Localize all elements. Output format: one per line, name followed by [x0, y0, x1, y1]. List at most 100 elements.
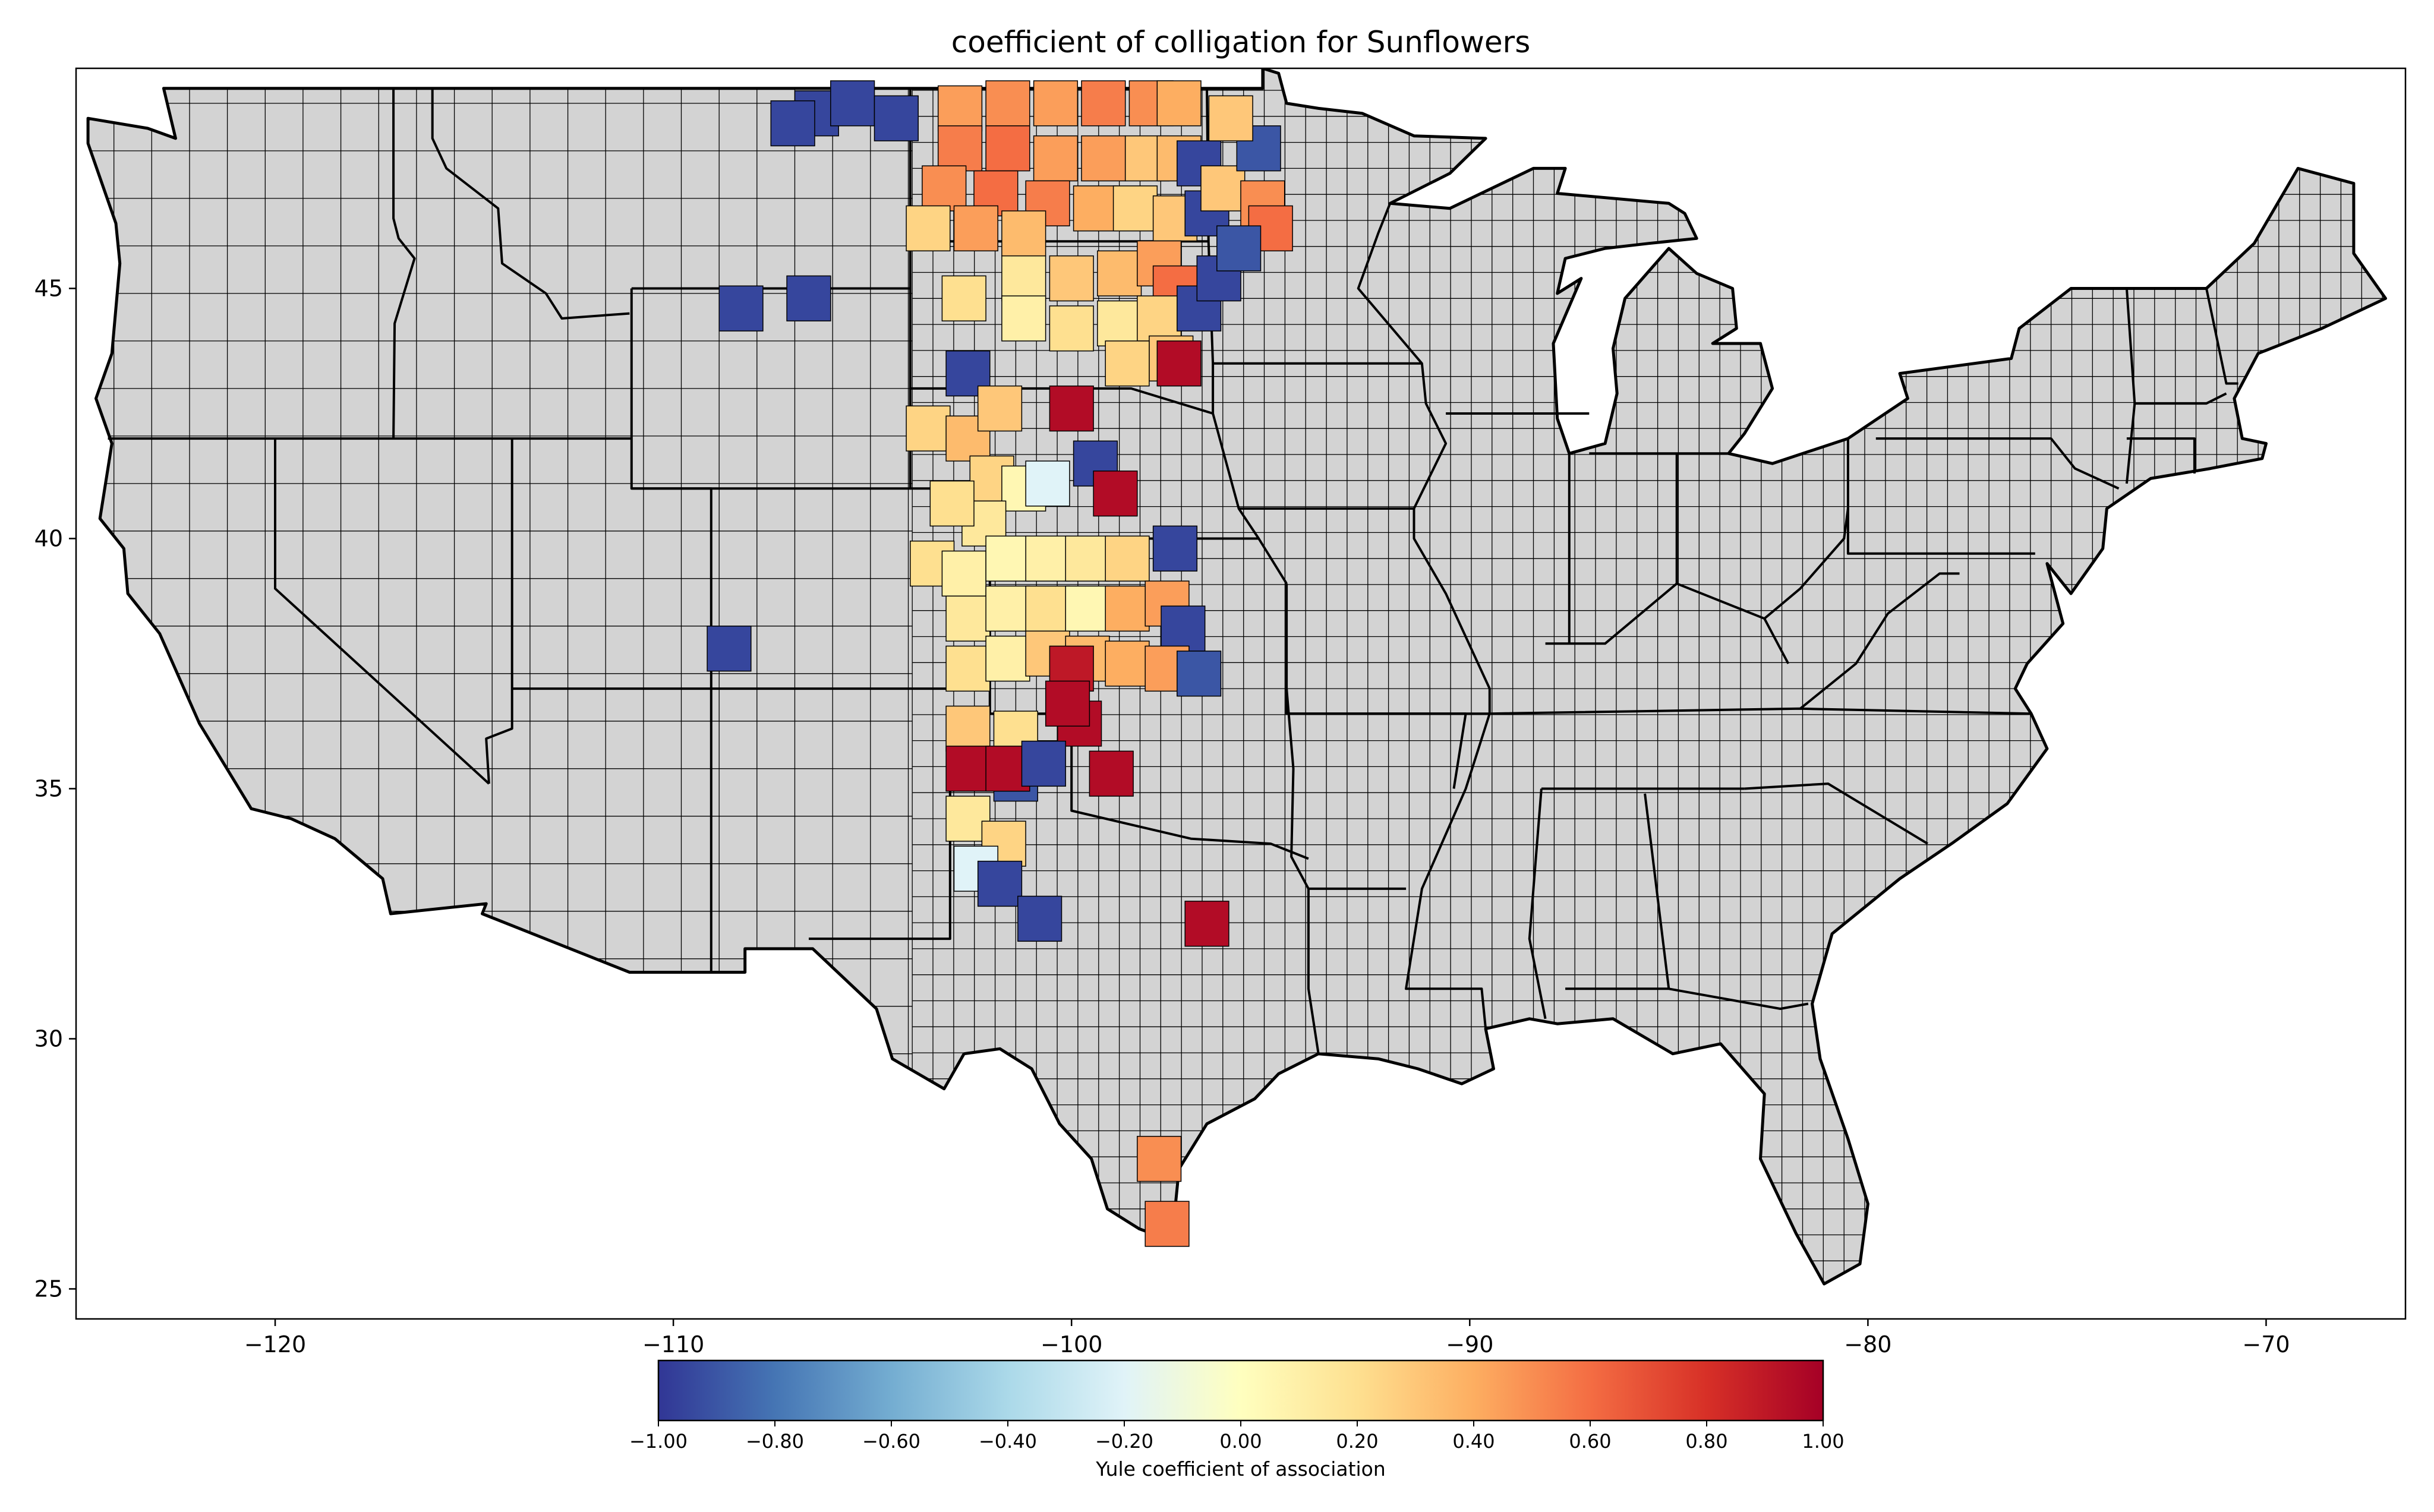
county-cell-27 [1200, 165, 1246, 212]
county-cell-76 [1161, 605, 1206, 652]
colorbar-tick-label: −0.20 [1095, 1430, 1153, 1453]
county-cell-9 [1156, 80, 1202, 127]
state-border-3 [485, 438, 513, 784]
county-values [707, 80, 1293, 1247]
x-tick-label: −90 [1446, 1331, 1493, 1358]
county-cell-20 [1112, 185, 1158, 232]
x-tick-label: −120 [244, 1331, 306, 1358]
county-cell-92 [1089, 750, 1134, 797]
county-cell-67 [1025, 535, 1070, 582]
county-cell-3 [770, 100, 815, 147]
state-border-29 [1545, 582, 1790, 664]
county-cell-2 [874, 95, 919, 141]
plot-frame [75, 67, 2407, 1320]
colorbar-tick-label: −0.40 [979, 1430, 1037, 1453]
county-cell-100 [1137, 1135, 1182, 1182]
county-cell-49 [718, 285, 764, 332]
map-plot-area [86, 68, 2387, 1286]
x-tick-label: −70 [2242, 1331, 2290, 1358]
county-cell-51 [906, 405, 951, 452]
county-cell-65 [945, 645, 991, 692]
county-cell-63 [941, 550, 986, 597]
x-axis: −120 −110 −100 −90 −80 −70 [244, 1319, 2290, 1358]
county-cell-61 [929, 480, 975, 527]
county-cell-23 [953, 205, 998, 252]
county-cell-38 [1001, 295, 1046, 342]
county-cell-33 [1049, 255, 1094, 302]
county-cell-7 [1081, 80, 1126, 127]
county-cell-53 [977, 385, 1023, 432]
county-cell-59 [1093, 471, 1138, 517]
county-cell-99 [707, 626, 752, 672]
county-cell-80 [1105, 640, 1150, 687]
county-cell-64 [945, 595, 991, 642]
county-cell-19 [1073, 185, 1118, 232]
county-cell-91 [1021, 740, 1066, 787]
county-cell-5 [985, 80, 1030, 127]
county-cell-32 [1001, 255, 1046, 302]
county-cell-86 [945, 705, 991, 752]
county-cell-82 [1177, 651, 1222, 697]
county-cell-11 [985, 125, 1030, 172]
state-border-20 [1357, 203, 1491, 1029]
county-cell-12 [1033, 135, 1079, 182]
state-border-37 [1875, 437, 2120, 490]
county-cell-69 [1105, 535, 1150, 582]
y-axis: 25 30 35 40 45 [34, 275, 76, 1302]
county-cell-39 [1049, 305, 1094, 352]
county-cell-31 [1208, 95, 1253, 141]
y-tick-label: 35 [34, 775, 63, 801]
colorbar-tick-label: 0.20 [1336, 1430, 1378, 1453]
county-cell-48 [1156, 340, 1202, 387]
county-cell-70 [1152, 525, 1198, 572]
county-cell-88 [945, 746, 991, 792]
county-cell-1 [830, 80, 875, 127]
state-border-35 [1744, 782, 1928, 845]
state-border-4 [431, 88, 630, 320]
county-cell-34 [1097, 250, 1142, 296]
state-border-41 [2126, 437, 2196, 474]
colorbar-tick-label: 0.80 [1685, 1430, 1727, 1453]
x-tick-label: −80 [1844, 1331, 1891, 1358]
colorbar-tick-label: 0.00 [1219, 1430, 1262, 1453]
county-cell-74 [1105, 585, 1150, 632]
state-border-40 [2205, 288, 2238, 385]
county-cell-66 [985, 535, 1030, 582]
x-tick-label: −110 [642, 1331, 704, 1358]
county-cell-22 [906, 205, 951, 252]
state-border-0 [392, 88, 416, 439]
state-border-39 [2135, 392, 2227, 405]
county-cell-16 [922, 165, 967, 212]
us-land-outline [86, 68, 2387, 1286]
county-cell-13 [1081, 135, 1126, 182]
colorbar-tick-label: 1.00 [1802, 1430, 1844, 1453]
county-cell-71 [985, 585, 1030, 632]
county-cell-68 [1065, 535, 1110, 582]
county-cell-44 [1216, 225, 1262, 272]
state-border-2 [274, 438, 490, 785]
state-border-33 [1846, 438, 2035, 555]
colorbar-tick-label: −0.60 [862, 1430, 920, 1453]
colorbar-tick-label: 0.40 [1452, 1430, 1495, 1453]
county-cell-41 [1137, 295, 1182, 342]
colorbar-ticks: −1.00 −0.80 −0.60 −0.40 −0.20 0.00 0.20 0.40 0.6… [629, 1421, 1845, 1453]
state-border-16 [1285, 688, 1320, 1055]
colorbar-label: Yule coefficient of association [1095, 1457, 1386, 1481]
colorbar-tick-label: −0.80 [746, 1430, 804, 1453]
y-tick-label: 30 [34, 1025, 63, 1052]
state-border-27 [1565, 987, 1809, 1010]
county-cell-97 [1017, 895, 1062, 942]
county-cell-24 [1001, 210, 1046, 257]
county-cell-73 [1065, 585, 1110, 632]
county-cell-85 [1045, 680, 1090, 727]
county-cell-72 [1025, 585, 1070, 632]
county-cell-40 [1097, 300, 1142, 347]
county-cell-57 [1025, 460, 1070, 507]
colorbar-tick-label: −1.00 [629, 1430, 688, 1453]
county-cell-101 [1145, 1201, 1190, 1247]
county-cell-46 [1105, 340, 1150, 387]
state-border-24 [1528, 788, 1547, 1019]
y-tick-label: 25 [34, 1276, 63, 1302]
state-border-26 [1644, 793, 1670, 989]
